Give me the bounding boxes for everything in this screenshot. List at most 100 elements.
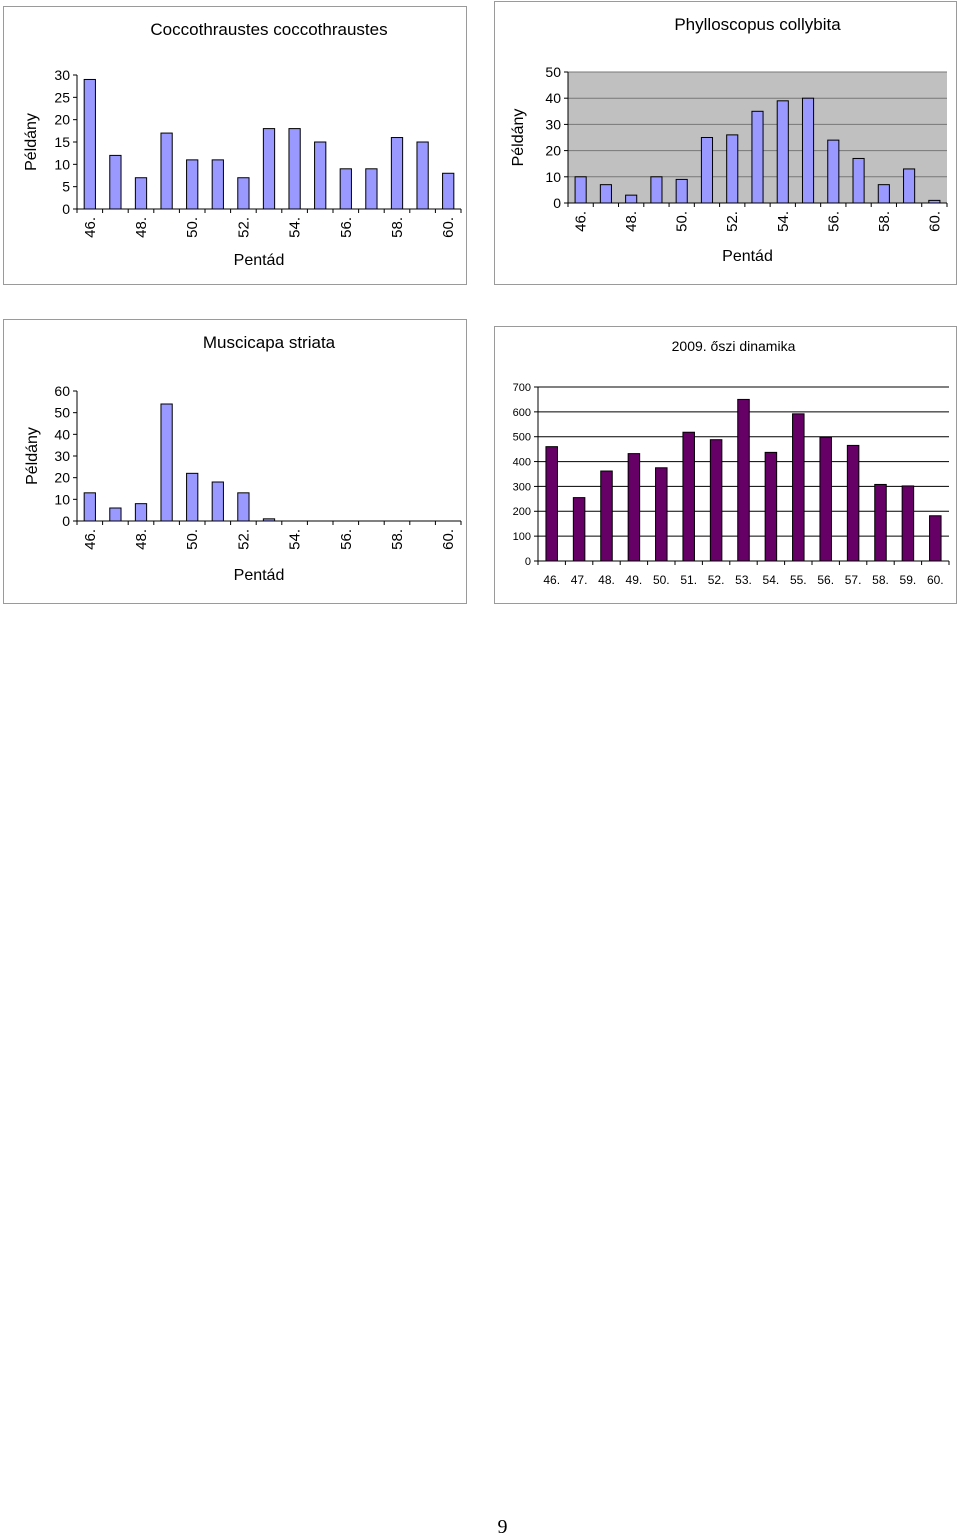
bar-58 (877, 184, 890, 204)
bar-53 (751, 110, 764, 204)
bar-57 (852, 157, 865, 204)
x-tick-label: 50. (184, 217, 201, 238)
x-tick-label: 54. (775, 211, 792, 232)
bar-48 (134, 177, 148, 210)
chart-phylloscopus: Phylloscopus collybita 0 10 20 30 40 50 46. 48. 5… (510, 15, 948, 265)
bar-60 (929, 515, 942, 562)
bar-56 (819, 436, 832, 562)
y-tick-label: 10 (54, 156, 70, 172)
x-tick-label: 56. (825, 211, 842, 232)
bar-58 (874, 483, 887, 562)
x-tick-label: 54. (763, 573, 780, 587)
bar-53 (262, 128, 276, 210)
bar-46 (545, 446, 558, 562)
y-tick-label: 0 (62, 201, 70, 217)
y-tick-label: 600 (513, 407, 531, 419)
bar-57 (846, 444, 860, 562)
x-tick-label: 46. (82, 529, 99, 550)
y-tick-label: 20 (545, 143, 561, 159)
bar-55 (314, 141, 327, 210)
chart-title: Phylloscopus collybita (674, 15, 841, 34)
y-axis-title: Példány (23, 113, 40, 171)
y-tick-label: 10 (545, 169, 561, 185)
bar-56 (827, 139, 840, 204)
x-tick-label: 55. (790, 573, 807, 587)
x-tick-label: 60. (927, 573, 944, 587)
x-tick-label: 54. (287, 529, 304, 550)
x-tick-label: 46. (543, 573, 560, 587)
y-tick-label: 200 (513, 506, 531, 518)
chart-panel-phylloscopus: Phylloscopus collybita 0 10 20 30 40 50 46. 48. 5… (494, 1, 957, 285)
bar-53 (737, 398, 750, 562)
y-tick-label: 700 (513, 382, 531, 394)
bar-49 (650, 176, 663, 204)
bar-54 (764, 451, 778, 562)
x-tick-label: 57. (845, 573, 862, 587)
bar-51 (211, 159, 224, 210)
x-tick-label: 53. (735, 573, 752, 587)
x-tick-label: 48. (623, 211, 640, 232)
chart-panel-muscicapa: Muscicapa striata 0 10 20 30 40 50 60 46. 48. 50. 5… (3, 319, 467, 604)
y-tick-label: 30 (545, 116, 561, 132)
bar-57 (365, 168, 378, 210)
x-tick-label: 50. (653, 573, 670, 587)
y-tick-label: 0 (525, 556, 531, 568)
bar-46 (574, 176, 587, 204)
chart-muscicapa: Muscicapa striata 0 10 20 30 40 50 60 46. 48. 50. 5… (24, 333, 462, 584)
y-tick-label: 0 (553, 195, 561, 211)
bar-55 (801, 97, 815, 204)
bar-59 (901, 485, 915, 562)
x-tick-label: 48. (598, 573, 615, 587)
bar-47 (109, 507, 122, 522)
x-tick-label: 58. (389, 529, 406, 550)
x-tick-label: 60. (440, 217, 457, 238)
bar-50 (675, 178, 688, 204)
y-axis-title: Példány (24, 427, 41, 485)
y-tick-label: 40 (545, 90, 561, 106)
y-tick-label: 40 (54, 426, 70, 442)
y-tick-label: 60 (54, 383, 70, 399)
bar-49 (627, 453, 641, 562)
y-tick-label: 100 (513, 531, 531, 543)
bar-50 (186, 472, 199, 522)
y-tick-label: 20 (54, 112, 70, 128)
y-tick-label: 30 (54, 448, 70, 464)
bar-55 (792, 413, 805, 562)
bar-46 (83, 492, 96, 522)
y-tick-label: 10 (54, 491, 70, 507)
x-tick-label: 52. (235, 217, 252, 238)
bar-47 (599, 184, 612, 204)
y-tick-label: 500 (513, 432, 531, 444)
y-tick-label: 5 (62, 179, 70, 195)
bar-47 (572, 497, 586, 562)
x-tick-label: 56. (338, 529, 355, 550)
bar-52 (237, 492, 250, 522)
chart-coccothraustes: Coccothraustes coccothraustes 0 5 10 15 20 25 3… (23, 20, 462, 269)
y-tick-label: 50 (54, 405, 70, 421)
y-tick-label: 50 (545, 64, 561, 80)
bar-60 (442, 172, 455, 210)
x-tick-label: 49. (626, 573, 643, 587)
bar-51 (682, 431, 695, 562)
bar-47 (109, 154, 122, 210)
chart-title: Muscicapa striata (203, 333, 336, 352)
y-tick-label: 25 (54, 89, 70, 105)
y-tick-label: 300 (513, 481, 531, 493)
x-tick-label: 58. (389, 217, 406, 238)
bar-54 (288, 128, 301, 210)
bar-49 (160, 403, 173, 522)
chart-panel-dinamika: 2009. őszi dinamika 0 100 200 300 400 500 600 70… (494, 326, 957, 604)
bar-58 (390, 137, 404, 210)
x-tick-label: 46. (82, 217, 99, 238)
bar-56 (339, 168, 352, 210)
bar-52 (726, 134, 739, 204)
x-axis-title: Pentád (234, 567, 285, 584)
bar-48 (134, 503, 148, 522)
chart-title: Coccothraustes coccothraustes (150, 20, 387, 39)
y-tick-label: 400 (513, 457, 531, 469)
x-tick-label: 52. (235, 529, 252, 550)
bar-48 (600, 470, 613, 562)
bar-54 (776, 100, 789, 204)
bar-59 (416, 141, 429, 210)
x-tick-label: 56. (338, 217, 355, 238)
